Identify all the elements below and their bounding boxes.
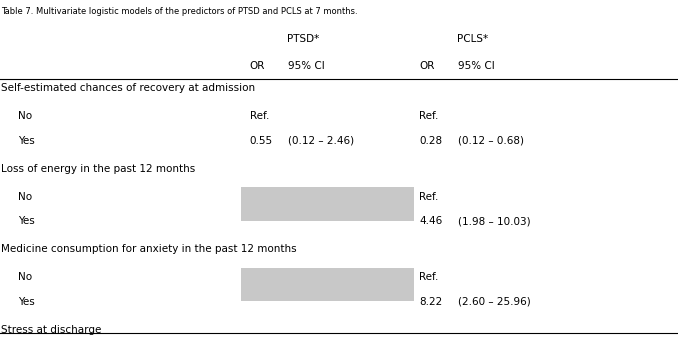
Text: (1.98 – 10.03): (1.98 – 10.03) — [458, 216, 530, 226]
Text: (0.12 – 0.68): (0.12 – 0.68) — [458, 136, 523, 145]
Text: Ref.: Ref. — [419, 111, 439, 121]
Text: 4.46: 4.46 — [419, 216, 442, 226]
Bar — [241, 187, 414, 221]
Text: 0.28: 0.28 — [419, 136, 442, 145]
Text: PCLS*: PCLS* — [457, 34, 487, 44]
Text: Yes: Yes — [18, 216, 35, 226]
Text: 0.55: 0.55 — [250, 136, 273, 145]
Text: (2.60 – 25.96): (2.60 – 25.96) — [458, 297, 530, 307]
Text: OR: OR — [250, 61, 265, 71]
Text: No: No — [18, 192, 33, 201]
Text: Self-estimated chances of recovery at admission: Self-estimated chances of recovery at ad… — [1, 83, 256, 93]
Text: Ref.: Ref. — [250, 111, 269, 121]
Bar — [241, 268, 414, 301]
Text: 95% CI: 95% CI — [288, 61, 325, 71]
Text: (0.12 – 2.46): (0.12 – 2.46) — [288, 136, 355, 145]
Text: Stress at discharge: Stress at discharge — [1, 325, 102, 335]
Text: Ref.: Ref. — [419, 192, 439, 201]
Text: No: No — [18, 111, 33, 121]
Text: 8.22: 8.22 — [419, 297, 442, 307]
Text: Yes: Yes — [18, 297, 35, 307]
Text: Yes: Yes — [18, 136, 35, 145]
Text: No: No — [18, 272, 33, 282]
Text: Medicine consumption for anxiety in the past 12 months: Medicine consumption for anxiety in the … — [1, 244, 297, 254]
Text: OR: OR — [419, 61, 435, 71]
Text: Ref.: Ref. — [419, 272, 439, 282]
Text: Table 7. Multivariate logistic models of the predictors of PTSD and PCLS at 7 mo: Table 7. Multivariate logistic models of… — [1, 7, 358, 16]
Text: PTSD*: PTSD* — [287, 34, 319, 44]
Text: 95% CI: 95% CI — [458, 61, 494, 71]
Text: Loss of energy in the past 12 months: Loss of energy in the past 12 months — [1, 164, 196, 174]
